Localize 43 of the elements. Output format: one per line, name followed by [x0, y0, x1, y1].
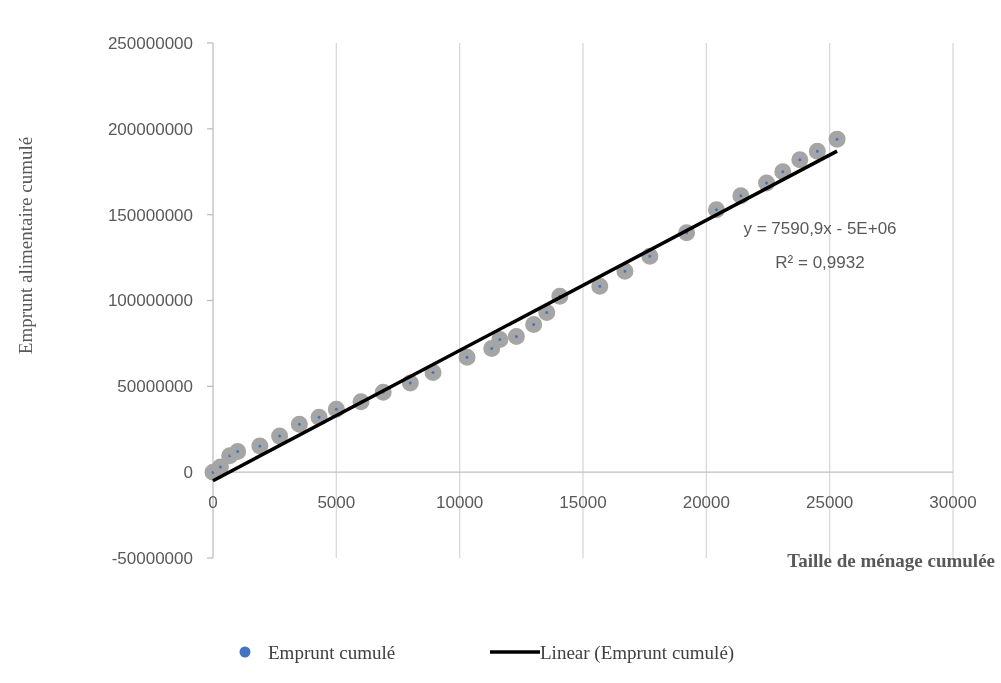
point: [791, 151, 809, 169]
x-tick-label: 10000: [436, 493, 484, 513]
point: [271, 427, 289, 445]
point: [310, 408, 328, 426]
x-axis-title: Taille de ménage cumulée: [787, 550, 995, 571]
point: [401, 374, 419, 392]
point: [507, 328, 525, 346]
point: [538, 304, 556, 322]
point: [491, 330, 509, 348]
annotation: y = 7590,9x - 5E+06: [743, 219, 897, 238]
point: [327, 400, 345, 418]
point: [732, 187, 750, 205]
point: [828, 130, 846, 148]
point: [525, 316, 543, 334]
x-tick-label: 5000: [317, 493, 356, 513]
x-tick-label: 15000: [559, 493, 607, 513]
y-tick-label: 100000000: [107, 291, 193, 311]
point: [424, 364, 442, 382]
point: [591, 277, 609, 295]
legend-label: Linear (Emprunt cumulé): [540, 641, 735, 664]
legend-label: Emprunt cumulé: [268, 641, 396, 663]
point: [211, 458, 229, 476]
y-tick-label: 250000000: [107, 33, 193, 53]
point: [616, 262, 634, 280]
y-tick-label: 0: [183, 463, 193, 483]
y-axis-title: Emprunt alimentaire cumulé: [15, 136, 36, 355]
point: [458, 348, 476, 366]
annotation: R² = 0,9932: [775, 253, 865, 272]
x-tick-label: 20000: [682, 493, 730, 513]
x-tick-label: 0: [208, 493, 218, 513]
point: [229, 443, 247, 461]
point: [808, 142, 826, 160]
point: [641, 247, 659, 265]
y-tick-label: 50000000: [117, 377, 193, 397]
y-tick-label: -50000000: [111, 548, 193, 568]
x-tick-label: 30000: [929, 493, 977, 513]
point: [290, 415, 308, 433]
y-tick-label: 200000000: [107, 119, 193, 139]
point: [483, 340, 501, 358]
x-tick-label: 25000: [806, 493, 854, 513]
y-tick-label: 150000000: [107, 205, 193, 225]
point: [774, 163, 792, 181]
point: [251, 437, 269, 455]
